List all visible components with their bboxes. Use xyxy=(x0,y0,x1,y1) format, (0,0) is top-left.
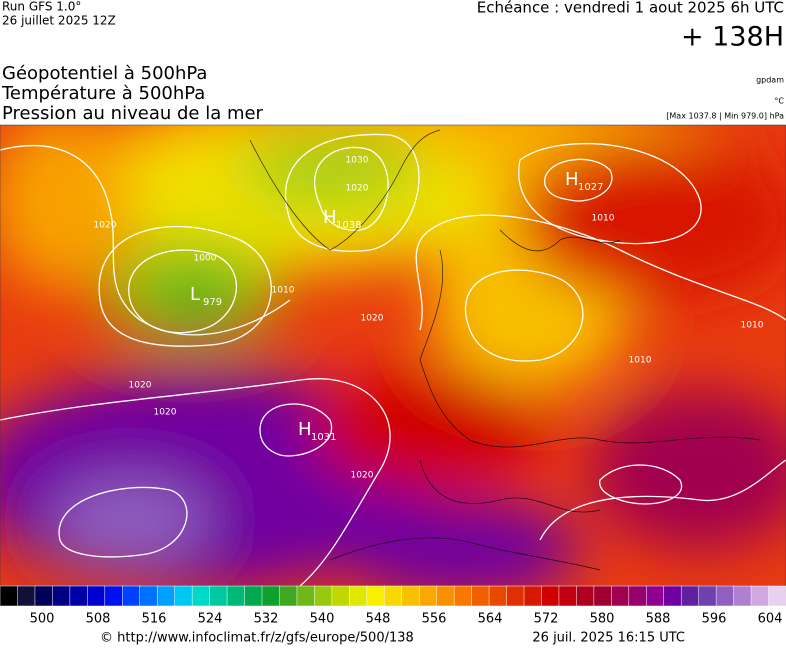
colorbar-tick-label: 540 xyxy=(310,612,335,627)
colorbar-swatch xyxy=(69,585,89,607)
colorbar-swatch xyxy=(122,585,141,607)
colorbar-tick-label: 556 xyxy=(422,612,447,627)
colorbar-tick-label: 564 xyxy=(478,612,503,627)
colorbar-tick-label: 500 xyxy=(30,612,55,627)
run-date: 26 juillet 2025 12Z xyxy=(2,14,116,28)
colorbar-tick-label: 516 xyxy=(142,612,167,627)
pressure-center-letter: H xyxy=(565,169,579,190)
colorbar-swatch xyxy=(314,585,333,607)
colorbar-swatch xyxy=(349,585,368,607)
colorbar-swatch xyxy=(139,585,158,607)
colorbar-swatch xyxy=(541,585,560,607)
field-label: Pression au niveau de la mer xyxy=(2,103,264,124)
colorbar-swatch xyxy=(576,585,595,607)
generated-time: 26 juil. 2025 16:15 UTC xyxy=(532,631,685,646)
colorbar-swatch xyxy=(87,585,106,607)
colorbar-swatch xyxy=(104,585,124,607)
map-area xyxy=(0,125,786,586)
pressure-center-letter: H xyxy=(323,207,337,228)
isobar-label: 1010 xyxy=(592,214,615,224)
pressure-center-value: 979 xyxy=(203,297,222,308)
colorbar-swatch xyxy=(646,585,665,607)
colorbar-swatch xyxy=(680,585,700,607)
isobar-label: 1010 xyxy=(629,356,652,366)
isobar-label: 1020 xyxy=(346,184,369,194)
pressure-center-value: 1038 xyxy=(336,220,361,231)
colorbar-tick-label: 572 xyxy=(534,612,559,627)
colorbar-swatch xyxy=(593,585,613,607)
colorbar-swatch xyxy=(209,585,228,607)
colorbar-swatch xyxy=(418,585,438,607)
unit-label: °C xyxy=(774,97,784,106)
colorbar-tick-label: 532 xyxy=(254,612,279,627)
colorbar-tick-label: 596 xyxy=(702,612,727,627)
colorbar-swatch xyxy=(296,585,316,607)
colorbar-swatch xyxy=(366,585,386,607)
colorbar-swatch xyxy=(17,585,36,607)
colorbar-tick-label: 580 xyxy=(590,612,615,627)
colorbar-tick-label: 524 xyxy=(198,612,223,627)
colorbar-tick-label: 588 xyxy=(646,612,671,627)
colorbar-swatch xyxy=(506,585,525,607)
pressure-center-letter: L xyxy=(190,284,200,305)
colorbar-swatch xyxy=(226,585,246,607)
colorbar-swatch xyxy=(611,585,630,607)
source-url: © http://www.infoclimat.fr/z/gfs/europe/… xyxy=(100,631,414,646)
isobar-label: 1010 xyxy=(741,321,764,331)
colorbar-tick-label: 508 xyxy=(86,612,111,627)
colorbar-swatch xyxy=(401,585,420,607)
field-label: Température à 500hPa xyxy=(1,83,205,104)
isobar-label: 1020 xyxy=(351,471,374,481)
colorbar-swatch xyxy=(733,585,752,607)
isobar-label: 1020 xyxy=(129,381,152,391)
coastlines xyxy=(249,129,761,571)
colorbar-swatch xyxy=(523,585,543,607)
colorbar-swatch xyxy=(453,585,473,607)
colorbar-swatch xyxy=(558,585,578,607)
isobar-label: 1000 xyxy=(194,254,217,264)
isobars xyxy=(0,133,786,586)
colorbar-swatch xyxy=(471,585,490,607)
pressure-center-value: 1027 xyxy=(578,182,603,193)
colorbar-swatch xyxy=(715,585,735,607)
isobar-label: 1020 xyxy=(361,314,384,324)
colorbar-swatch xyxy=(488,585,508,607)
colorbar-swatch xyxy=(244,585,263,607)
field-label: Géopotentiel à 500hPa xyxy=(2,63,207,84)
pressure-center-letter: H xyxy=(298,419,312,440)
colorbar-swatch xyxy=(663,585,682,607)
colorbar-swatch xyxy=(750,585,770,607)
colorbar-swatch xyxy=(156,585,176,607)
colorbar-swatch xyxy=(384,585,403,607)
colorbar-swatch xyxy=(0,585,19,607)
colorbar-swatch xyxy=(698,585,717,607)
isobar-label: 1020 xyxy=(154,408,177,418)
unit-label: gpdam xyxy=(756,76,784,85)
colorbar-swatch xyxy=(191,585,211,607)
colorbar-swatch xyxy=(628,585,648,607)
colorbar-swatch xyxy=(52,585,71,607)
lead-time: + 138H xyxy=(681,22,784,53)
colorbar-swatch xyxy=(261,585,281,607)
colorbar-swatch xyxy=(768,585,786,607)
colorbar-swatch xyxy=(279,585,298,607)
colorbar-tick-label: 548 xyxy=(366,612,391,627)
unit-label: [Max 1037.8 | Min 979.0] hPa xyxy=(666,112,784,121)
colorbar-swatch xyxy=(331,585,351,607)
colorbar-swatch xyxy=(174,585,193,607)
isobar-label: 1020 xyxy=(94,221,117,231)
colorbar-tick-label: 604 xyxy=(758,612,783,627)
isobar-label: 1030 xyxy=(346,156,369,166)
isobar-label: 1010 xyxy=(272,286,295,296)
run-label: Run GFS 1.0° xyxy=(2,0,81,14)
valid-time: Echéance : vendredi 1 aout 2025 6h UTC xyxy=(477,0,784,17)
colorbar-swatch xyxy=(34,585,54,607)
pressure-center-value: 1031 xyxy=(311,432,336,443)
colorbar-swatch xyxy=(436,585,455,607)
